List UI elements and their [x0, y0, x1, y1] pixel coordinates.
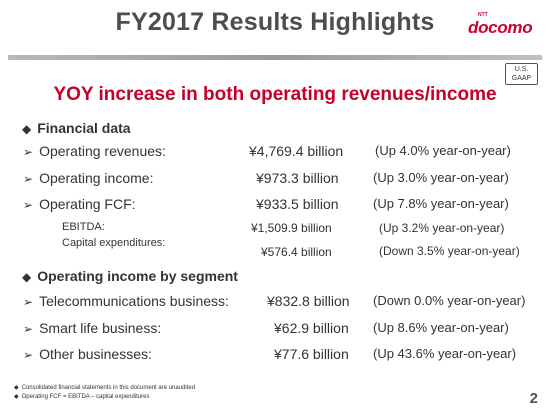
- financial-row: ➢ Operating FCF: ¥933.5 billion (Up 7.8% …: [0, 196, 550, 216]
- footnotes: ◆ Consolidated financial statements in th…: [14, 384, 195, 402]
- row-change: (Up 3.2% year-on-year): [379, 221, 505, 235]
- arrow-bullet-icon: ➢: [23, 145, 34, 159]
- section-financial-heading: ◆ Financial data: [22, 120, 131, 136]
- diamond-icon: ◆: [22, 270, 32, 284]
- row-change: (Up 3.0% year-on-year): [373, 170, 509, 185]
- row-label-text: Smart life business:: [39, 320, 162, 336]
- slide-title: FY2017 Results Highlights: [115, 8, 435, 36]
- row-value: ¥1,509.9 billion: [251, 221, 332, 235]
- segment-row: ➢ Smart life business: ¥62.9 billion (Up …: [0, 320, 550, 340]
- diamond-icon: ◆: [14, 394, 19, 400]
- row-label-text: Operating FCF:: [39, 196, 136, 212]
- row-label: ➢ Operating income:: [23, 170, 153, 186]
- row-change: (Up 4.0% year-on-year): [375, 143, 511, 158]
- row-value: ¥4,769.4 billion: [249, 143, 344, 159]
- arrow-bullet-icon: ➢: [23, 198, 34, 212]
- row-change: (Up 43.6% year-on-year): [373, 346, 517, 361]
- footnote-text: Consolidated financial statements in thi…: [21, 385, 196, 391]
- diamond-icon: ◆: [22, 122, 32, 136]
- row-label: ➢ Operating revenues:: [23, 143, 166, 159]
- diamond-icon: ◆: [14, 385, 19, 391]
- gaap-badge-line2: GAAP: [511, 75, 532, 82]
- gaap-badge: U.S. GAAP: [505, 63, 538, 85]
- row-label-text: Operating income:: [39, 170, 154, 186]
- row-change: (Down 0.0% year-on-year): [373, 293, 526, 308]
- headline: YOY increase in both operating revenues/…: [53, 84, 497, 105]
- financial-row: ➢ Operating income: ¥973.3 billion (Up 3.…: [0, 170, 550, 190]
- row-label: ➢ Operating FCF:: [23, 196, 136, 212]
- section-financial-label: Financial data: [37, 120, 131, 136]
- arrow-bullet-icon: ➢: [23, 348, 34, 362]
- row-label-text: Operating revenues:: [39, 143, 166, 159]
- row-value: ¥973.3 billion: [256, 170, 339, 186]
- segment-row: ➢ Other businesses: ¥77.6 billion (Up 43.…: [0, 346, 550, 366]
- row-value: ¥77.6 billion: [274, 346, 349, 362]
- gaap-badge-line1: U.S.: [514, 66, 529, 73]
- row-value: ¥576.4 billion: [261, 245, 332, 259]
- row-change: (Down 3.5% year-on-year): [379, 244, 520, 258]
- financial-sub-row: EBITDA: ¥1,509.9 billion (Up 3.2% year-o…: [0, 221, 550, 241]
- logo-docomo-text: docomo: [468, 18, 533, 37]
- row-value: ¥62.9 billion: [274, 320, 349, 336]
- financial-row: ➢ Operating revenues: ¥4,769.4 billion (U…: [0, 143, 550, 163]
- row-label: ➢ Telecommunications business:: [23, 293, 229, 309]
- row-value: ¥832.8 billion: [267, 293, 350, 309]
- row-label: Capital expenditures:: [62, 237, 166, 249]
- row-label-text: Telecommunications business:: [39, 293, 229, 309]
- row-change: (Up 7.8% year-on-year): [373, 196, 509, 211]
- row-change: (Up 8.6% year-on-year): [373, 320, 509, 335]
- row-label: EBITDA:: [62, 221, 105, 233]
- section-segment-heading: ◆ Operating income by segment: [22, 268, 238, 284]
- footnote: ◆ Consolidated financial statements in th…: [14, 384, 195, 393]
- arrow-bullet-icon: ➢: [23, 322, 34, 336]
- footnote: ◆ Operating FCF = EBITDA – capital expend…: [14, 393, 195, 402]
- arrow-bullet-icon: ➢: [23, 172, 34, 186]
- section-segment-label: Operating income by segment: [37, 268, 238, 284]
- title-divider: [8, 55, 542, 60]
- financial-sub-row: Capital expenditures: ¥576.4 billion (Do…: [0, 237, 550, 259]
- row-label-text: Other businesses:: [39, 346, 152, 362]
- footnote-text: Operating FCF = EBITDA – capital expendi…: [21, 394, 150, 400]
- segment-row: ➢ Telecommunications business: ¥832.8 bil…: [0, 293, 550, 313]
- arrow-bullet-icon: ➢: [23, 295, 34, 309]
- row-label: ➢ Smart life business:: [23, 320, 161, 336]
- logo-ntt-text: NTT: [478, 12, 488, 18]
- docomo-logo: NTT docomo: [468, 12, 538, 46]
- row-label: ➢ Other businesses:: [23, 346, 152, 362]
- row-value: ¥933.5 billion: [256, 196, 339, 212]
- page-number: 2: [529, 390, 538, 407]
